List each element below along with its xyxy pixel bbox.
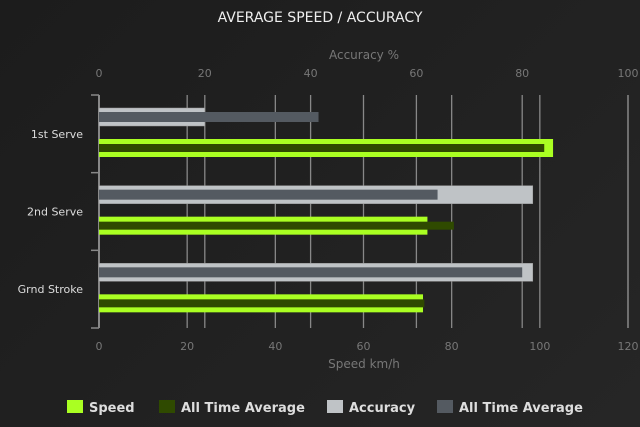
- bottom-tick-label: 100: [529, 340, 550, 353]
- legend-label: All Time Average: [459, 401, 583, 416]
- bottom-tick-label: 20: [180, 340, 194, 353]
- top-tick-label: 20: [198, 67, 212, 80]
- category-label: 1st Serve: [31, 128, 83, 141]
- bottom-tick-label: 60: [357, 340, 371, 353]
- legend-label: All Time Average: [181, 401, 305, 416]
- chart-title: AVERAGE SPEED / ACCURACY: [218, 10, 423, 26]
- legend-swatch: [437, 400, 453, 413]
- bar-speed-average: [99, 221, 454, 230]
- bar-accuracy-average: [99, 189, 438, 200]
- legend-swatch: [159, 400, 175, 413]
- top-tick-label: 0: [96, 67, 103, 80]
- bar-accuracy-average: [99, 267, 523, 278]
- bar-speed-average: [99, 299, 425, 308]
- bottom-tick-label: 80: [445, 340, 459, 353]
- bottom-tick-label: 120: [618, 340, 639, 353]
- bar-accuracy-average: [99, 112, 319, 122]
- legend-label: Speed: [89, 401, 135, 416]
- top-tick-label: 80: [515, 67, 529, 80]
- bar-speed-average: [99, 144, 545, 152]
- top-tick-label: 60: [409, 67, 423, 80]
- top-tick-label: 100: [618, 67, 639, 80]
- legend-label: Accuracy: [349, 401, 416, 416]
- top-tick-label: 40: [304, 67, 318, 80]
- top-axis-label: Accuracy %: [329, 48, 399, 62]
- category-label: 2nd Serve: [27, 206, 83, 219]
- bottom-tick-label: 0: [96, 340, 103, 353]
- bottom-tick-label: 40: [268, 340, 282, 353]
- legend-swatch: [327, 400, 343, 413]
- category-label: Grnd Stroke: [18, 283, 84, 296]
- bottom-axis-label: Speed km/h: [328, 357, 400, 371]
- legend-swatch: [67, 400, 83, 413]
